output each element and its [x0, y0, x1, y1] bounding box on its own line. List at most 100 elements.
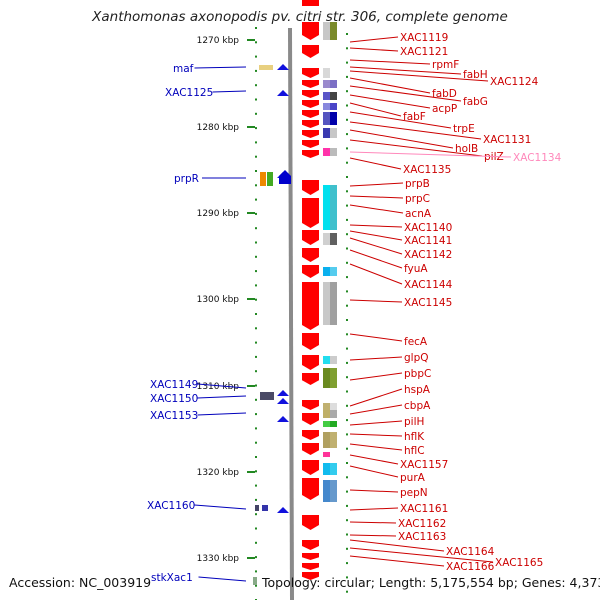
cog-block [330, 267, 337, 276]
label-connector [194, 504, 247, 510]
cog-block [330, 463, 337, 475]
gene-arrow [302, 563, 319, 570]
tick-mark [346, 104, 348, 107]
gene-label-xac1119: XAC1119 [400, 32, 448, 44]
tick-mark [255, 398, 257, 401]
gene-arrow [302, 460, 319, 475]
tick-mark [346, 90, 348, 93]
gene-label-fabd: fabD [432, 88, 457, 100]
label-connector [349, 151, 512, 158]
cog-block [330, 128, 337, 138]
gene-label-xac1160: XAC1160 [147, 500, 195, 512]
label-connector [349, 249, 403, 269]
gene-label-rpmf: rpmF [432, 59, 459, 71]
tick-mark [346, 233, 348, 236]
tick-mark [346, 590, 348, 593]
tick-mark [346, 176, 348, 178]
cog-block [323, 463, 330, 475]
gene-arrow [302, 198, 319, 228]
gene-label-acpp: acpP [432, 103, 457, 115]
kbp-tick [247, 557, 255, 559]
label-connector [349, 333, 403, 342]
gene-label-xac1135: XAC1135 [403, 164, 451, 176]
tick-mark [255, 298, 257, 301]
label-connector [349, 534, 397, 537]
label-connector [349, 404, 403, 415]
kbp-tick [247, 39, 255, 41]
gene-arrow [302, 515, 319, 530]
tick-mark [346, 490, 348, 493]
cog-block [330, 356, 337, 364]
cog-block [330, 421, 337, 427]
cog-block [330, 368, 337, 388]
kbp-label: 1310 kbp [197, 382, 240, 392]
tick-mark [346, 433, 348, 436]
gene-label-xac1140: XAC1140 [404, 222, 452, 234]
tick-mark [346, 276, 348, 279]
tick-mark [255, 541, 257, 544]
gene-label-xac1149: XAC1149 [150, 379, 198, 391]
gene-arrow [302, 478, 319, 500]
label-connector [349, 454, 399, 465]
tick-mark [346, 161, 348, 164]
tick-mark [346, 476, 348, 479]
left-feature [277, 416, 289, 422]
gene-label-feca: fecA [404, 336, 428, 348]
gene-label-xac1131: XAC1131 [483, 134, 531, 146]
label-connector [349, 372, 403, 381]
left-feature [277, 90, 289, 96]
tick-mark [346, 361, 348, 364]
tick-mark [255, 370, 257, 373]
gene-label-prpb: prpB [405, 178, 430, 190]
tick-mark [255, 98, 257, 101]
gene-label-xac1166: XAC1166 [446, 561, 495, 573]
tick-mark [255, 255, 257, 258]
gene-label-xac1134: XAC1134 [513, 152, 562, 164]
label-connector [349, 77, 431, 94]
cog-block [330, 103, 337, 110]
label-connector [349, 102, 402, 117]
tick-mark [255, 341, 257, 344]
cog-block [323, 267, 330, 276]
gene-arrow [302, 45, 319, 58]
gene-arrow [302, 140, 319, 148]
tick-mark [255, 227, 257, 230]
tick-mark [255, 69, 257, 72]
label-connector [349, 465, 399, 478]
gene-arrow [302, 265, 319, 278]
gene-label-xac1124: XAC1124 [490, 76, 539, 88]
tick-mark [255, 170, 257, 172]
label-connector [349, 263, 403, 285]
tick-mark [255, 184, 257, 187]
cog-block [330, 148, 337, 156]
gene-label-fabf: fabF [403, 111, 426, 123]
gene-label-maf: maf [173, 63, 194, 75]
cog-block [330, 480, 337, 502]
gene-label-cbpa: cbpA [404, 400, 431, 412]
tick-mark [346, 419, 348, 422]
cog-block [330, 68, 337, 78]
cog-block [330, 92, 337, 100]
label-connector [349, 237, 403, 255]
tick-mark [346, 347, 348, 350]
kbp-label: 1300 kbp [197, 295, 240, 305]
tick-mark [346, 376, 348, 379]
cog-block [323, 148, 330, 156]
kbp-labels: 1270 kbp 1280 kbp 1290 kbp 1300 kbp 1310 kbp… [197, 36, 255, 564]
label-connector [197, 395, 247, 399]
gene-label-fyua: fyuA [404, 263, 428, 275]
cog-block [330, 22, 337, 40]
cog-block [323, 68, 330, 78]
tick-mark [255, 270, 257, 273]
left-feature [259, 65, 273, 70]
gene-arrow [302, 130, 319, 138]
tick-mark [255, 355, 257, 358]
label-connector [349, 121, 482, 140]
gene-arrow [302, 430, 319, 440]
tick-mark [255, 284, 257, 287]
gene-label-xac1153: XAC1153 [150, 410, 198, 422]
cog-block [323, 112, 330, 125]
cog-block [330, 432, 337, 448]
gene-arrow [302, 400, 319, 410]
